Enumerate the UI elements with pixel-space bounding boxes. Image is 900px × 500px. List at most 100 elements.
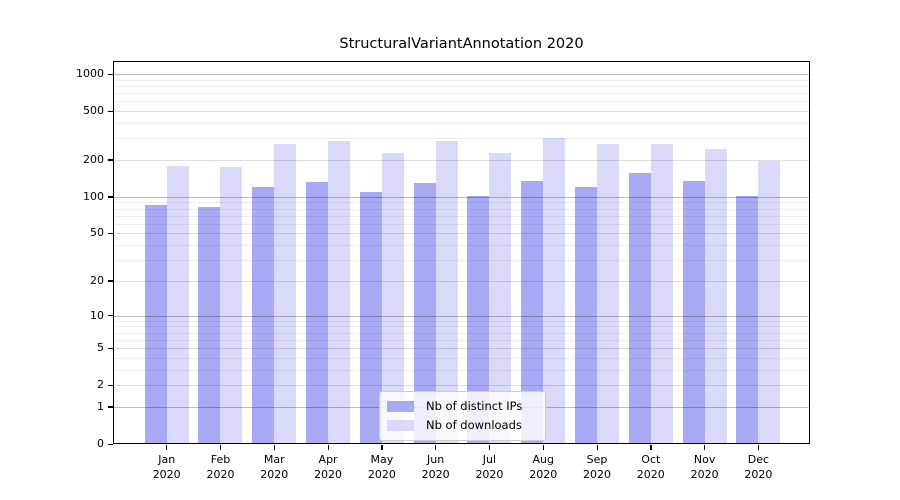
x-axis-tick-mark-jan xyxy=(166,445,168,450)
x-axis-tick-mark-feb xyxy=(219,445,222,450)
y-axis-tick-mark-1 xyxy=(108,406,113,408)
legend-swatch-downloads xyxy=(387,420,414,431)
x-axis-month-label: Jun xyxy=(427,453,445,466)
y-axis-tick-mark-500 xyxy=(108,110,113,112)
bar-distinct-ips-nov xyxy=(682,180,705,444)
gridline-y-600 xyxy=(113,101,810,103)
gridline-y-9 xyxy=(113,320,810,322)
x-axis-tick-mark-jun xyxy=(435,445,437,450)
bar-distinct-ips-jan xyxy=(144,205,167,444)
gridline-y-3 xyxy=(113,369,810,371)
bar-downloads-aug xyxy=(543,137,566,444)
bar-distinct-ips-aug xyxy=(521,180,544,444)
bar-distinct-ips-feb xyxy=(198,207,221,444)
x-axis-year-label: 2020 xyxy=(367,468,396,481)
gridline-y-8 xyxy=(113,326,810,328)
gridline-y-90 xyxy=(113,202,810,204)
x-axis-month-label: Aug xyxy=(532,453,554,466)
gridline-y-900 xyxy=(113,79,810,81)
gridline-y-50 xyxy=(113,233,810,235)
legend-item-downloads: Nb of downloads xyxy=(387,416,538,435)
gridline-y-40 xyxy=(113,245,810,247)
bar-downloads-may xyxy=(381,152,404,444)
x-axis-month-label: Oct xyxy=(641,453,661,466)
bar-downloads-sep xyxy=(597,144,620,444)
y-axis-tick-label-100: 100 xyxy=(83,189,104,203)
x-axis-month-label: Dec xyxy=(747,453,770,466)
chart-title: StructuralVariantAnnotation 2020 xyxy=(339,36,584,52)
x-axis-tick-mark-mar xyxy=(273,445,276,450)
x-axis-tick-mark-dec xyxy=(757,445,760,450)
gridline-y-80 xyxy=(113,208,810,210)
x-axis-tick-mark-nov xyxy=(704,445,706,450)
x-axis-year-label: 2020 xyxy=(152,468,181,481)
bar-downloads-oct xyxy=(650,143,673,444)
x-axis-tick-label-dec: Dec 2020 xyxy=(730,452,786,482)
x-axis-tick-label-may: May 2020 xyxy=(354,452,410,482)
y-axis-tick-mark-5 xyxy=(108,347,113,349)
y-axis-tick-label-500: 500 xyxy=(83,104,104,118)
x-axis-tick-label-jun: Jun 2020 xyxy=(408,452,464,482)
y-axis-tick-mark-200 xyxy=(108,159,113,161)
y-axis-tick-label-200: 200 xyxy=(83,152,104,166)
x-axis-tick-mark-apr xyxy=(327,445,329,450)
gridline-y-10 xyxy=(113,315,810,317)
y-axis-tick-label-2: 2 xyxy=(97,378,104,392)
bar-distinct-ips-oct xyxy=(628,173,651,444)
x-axis-year-label: 2020 xyxy=(260,468,289,481)
y-axis-tick-label-1: 1 xyxy=(97,399,104,413)
y-axis-tick-label-0: 0 xyxy=(97,437,104,450)
y-axis-tick-mark-2 xyxy=(108,384,113,386)
x-axis-year-label: 2020 xyxy=(529,468,558,481)
plot-area xyxy=(113,61,810,444)
y-axis-tick-mark-0 xyxy=(108,443,113,445)
bar-distinct-ips-dec xyxy=(736,196,759,444)
x-axis-tick-mark-aug xyxy=(542,445,545,450)
x-axis-tick-label-aug: Aug 2020 xyxy=(515,452,571,482)
bar-downloads-apr xyxy=(328,140,351,444)
x-axis-tick-label-apr: Apr 2020 xyxy=(300,452,356,482)
bar-distinct-ips-sep xyxy=(575,187,598,444)
bar-downloads-feb xyxy=(220,167,243,444)
x-axis-month-label: Apr xyxy=(318,453,338,466)
gridline-y-100 xyxy=(113,196,810,198)
legend-label-distinct-ips: Nb of distinct IPs xyxy=(426,399,523,413)
gridline-y-60 xyxy=(113,223,810,225)
x-axis-tick-label-feb: Feb 2020 xyxy=(192,452,248,482)
x-axis-tick-mark-sep xyxy=(596,445,598,450)
x-axis-year-label: 2020 xyxy=(690,468,719,481)
x-axis-tick-mark-jul xyxy=(488,445,491,450)
y-axis-tick-mark-50 xyxy=(108,232,113,235)
x-axis-year-label: 2020 xyxy=(744,468,773,481)
bar-downloads-jul xyxy=(489,152,512,444)
x-axis-tick-label-sep: Sep 2020 xyxy=(569,452,625,482)
gridline-y-500 xyxy=(113,111,810,113)
x-axis-year-label: 2020 xyxy=(206,468,235,481)
bar-distinct-ips-jun xyxy=(413,182,436,444)
y-axis-tick-mark-1000 xyxy=(108,73,113,75)
legend-label-downloads: Nb of downloads xyxy=(426,418,522,432)
x-axis-month-label: May xyxy=(370,453,394,466)
x-axis-month-label: Mar xyxy=(263,453,285,466)
x-axis-year-label: 2020 xyxy=(475,468,504,481)
gridline-y-2 xyxy=(113,385,810,387)
x-axis-month-label: Jan xyxy=(158,453,176,466)
y-axis-tick-label-20: 20 xyxy=(90,273,104,287)
legend-item-distinct-ips: Nb of distinct IPs xyxy=(387,397,538,416)
x-axis-month-label: Nov xyxy=(693,453,716,466)
gridline-y-200 xyxy=(113,159,810,161)
gridline-y-300 xyxy=(113,138,810,140)
y-axis-tick-mark-100 xyxy=(108,196,113,198)
x-axis-tick-label-oct: Oct 2020 xyxy=(623,452,679,482)
legend: Nb of distinct IPs Nb of downloads xyxy=(379,391,546,441)
x-axis-tick-mark-may xyxy=(381,445,383,450)
x-axis-tick-label-nov: Nov 2020 xyxy=(677,452,733,482)
x-axis-tick-label-jan: Jan 2020 xyxy=(139,452,195,482)
bar-downloads-mar xyxy=(274,144,297,444)
x-axis-year-label: 2020 xyxy=(583,468,612,481)
x-axis-tick-label-jul: Jul 2020 xyxy=(461,452,517,482)
gridline-y-7 xyxy=(113,332,810,334)
bar-distinct-ips-may xyxy=(359,191,382,444)
y-axis-tick-mark-10 xyxy=(108,315,113,317)
